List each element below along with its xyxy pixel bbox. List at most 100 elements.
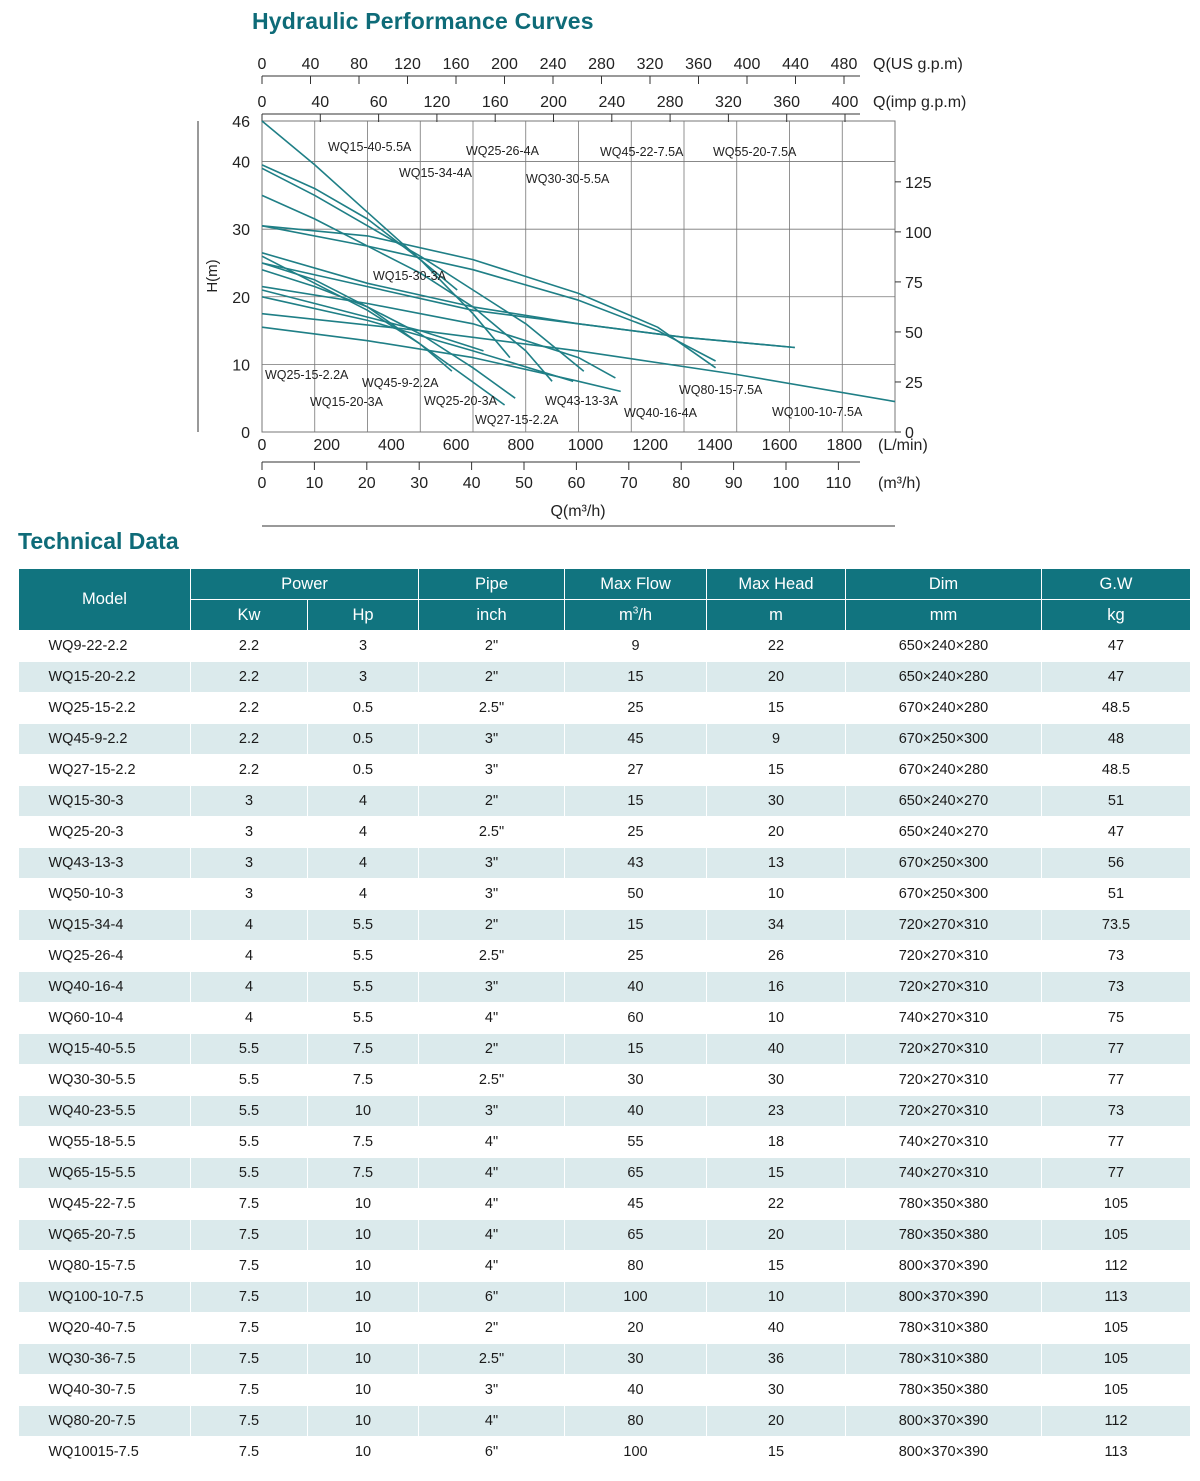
table-cell: 650×240×280: [845, 661, 1042, 693]
table-cell: 65: [564, 1157, 707, 1189]
table-cell: 15: [564, 785, 707, 817]
table-cell: 23: [706, 1095, 846, 1127]
table-cell: 3": [418, 878, 565, 910]
table-cell: 670×240×280: [845, 754, 1042, 786]
table-row: WQ25-26-4 4 5.5 2.5" 25 26 720×270×310 73: [18, 940, 1191, 972]
table-row: WQ15-34-4 4 5.5 2" 15 34 720×270×310 73.5: [18, 909, 1191, 941]
table-cell: 15: [706, 1436, 846, 1468]
table-cell: 3: [190, 878, 308, 910]
model-cell: WQ9-22-2.2: [18, 630, 191, 662]
top-tick-label: 360: [773, 94, 800, 111]
curve-label: WQ40-16-4A: [624, 406, 698, 420]
table-cell: 80: [564, 1405, 707, 1437]
top-tick-label: 320: [715, 94, 742, 111]
series-curve: [261, 225, 716, 362]
model-cell: WQ40-16-4: [18, 971, 191, 1003]
top-tick-label: Q(imp g.p.m): [873, 94, 966, 111]
table-cell: 48.5: [1041, 754, 1191, 786]
table-row: WQ80-20-7.5 7.5 10 4" 80 20 800×370×390 112: [18, 1405, 1191, 1437]
table-cell: 16: [706, 971, 846, 1003]
table-cell: 4": [418, 1188, 565, 1220]
lmin-tick-label: 200: [313, 437, 340, 454]
table-row: WQ9-22-2.2 2.2 3 2" 9 22 650×240×280 47: [18, 630, 1191, 662]
model-cell: WQ60-10-4: [18, 1002, 191, 1034]
table-cell: 720×270×310: [845, 971, 1042, 1003]
top-tick-label: 0: [258, 56, 267, 73]
table-cell: 3: [190, 785, 308, 817]
table-cell: 7.5: [307, 1064, 419, 1096]
table-cell: 7.5: [190, 1436, 308, 1468]
table-cell: 7.5: [307, 1157, 419, 1189]
table-cell: 5.5: [307, 909, 419, 941]
right-tick-label: 0: [905, 425, 914, 442]
series-curve: [261, 268, 516, 399]
table-cell: 740×270×310: [845, 1002, 1042, 1034]
table-cell: 0.5: [307, 723, 419, 755]
table-cell: 5.5: [190, 1033, 308, 1065]
lmin-tick-label: 1600: [762, 437, 798, 454]
table-cell: 3": [418, 723, 565, 755]
table-cell: 51: [1041, 785, 1191, 817]
table-cell: 22: [706, 1188, 846, 1220]
table-cell: 10: [307, 1343, 419, 1375]
table-cell: 2.2: [190, 630, 308, 662]
top-tick-label: Q(US g.p.m): [873, 56, 963, 73]
table-cell: 4: [190, 971, 308, 1003]
lmin-tick-label: 1200: [632, 437, 668, 454]
curve-label: WQ100-10-7.5A: [772, 405, 863, 419]
lmin-tick-label: 1400: [697, 437, 733, 454]
header-max-head: Max Head: [706, 568, 846, 600]
table-cell: 4: [190, 909, 308, 941]
top-tick-label: 40: [311, 94, 329, 111]
table-row: WQ55-18-5.5 5.5 7.5 4" 55 18 740×270×310 77: [18, 1126, 1191, 1158]
table-cell: 13: [706, 847, 846, 879]
table-cell: 3: [307, 630, 419, 662]
table-cell: 15: [564, 661, 707, 693]
header-gw-unit: kg: [1041, 599, 1191, 631]
table-cell: 800×370×390: [845, 1436, 1042, 1468]
lmin-tick-label: 1000: [568, 437, 604, 454]
right-tick-label: 50: [905, 325, 923, 342]
top-tick-label: 280: [588, 56, 615, 73]
m3h-tick-label: 100: [773, 475, 800, 492]
model-cell: WQ100-10-7.5: [18, 1281, 191, 1313]
m3h-tick-label: 60: [568, 475, 586, 492]
table-cell: 7.5: [190, 1281, 308, 1313]
table-cell: 10: [307, 1281, 419, 1313]
x-axis-label: Q(m³/h): [550, 503, 605, 520]
table-row: WQ20-40-7.5 7.5 10 2" 20 40 780×310×380 105: [18, 1312, 1191, 1344]
table-cell: 740×270×310: [845, 1157, 1042, 1189]
table-cell: 800×370×390: [845, 1405, 1042, 1437]
table-cell: 113: [1041, 1281, 1191, 1313]
table-cell: 2.2: [190, 692, 308, 724]
m3h-tick-label: 20: [358, 475, 376, 492]
m3h-tick-label: 90: [725, 475, 743, 492]
table-cell: 6": [418, 1436, 565, 1468]
table-row: WQ25-20-3 3 4 2.5" 25 20 650×240×270 47: [18, 816, 1191, 848]
header-kw: Kw: [190, 599, 308, 631]
model-cell: WQ15-34-4: [18, 909, 191, 941]
table-cell: 2.2: [190, 723, 308, 755]
curve-label: WQ43-13-3A: [545, 394, 619, 408]
table-cell: 105: [1041, 1312, 1191, 1344]
table-row: WQ30-36-7.5 7.5 10 2.5" 30 36 780×310×380 105: [18, 1343, 1191, 1375]
table-cell: 77: [1041, 1126, 1191, 1158]
table-cell: 4: [190, 1002, 308, 1034]
top-tick-label: 400: [832, 94, 859, 111]
table-cell: 73: [1041, 940, 1191, 972]
table-cell: 73: [1041, 1095, 1191, 1127]
section-title: Technical Data: [18, 528, 179, 554]
model-cell: WQ15-20-2.2: [18, 661, 191, 693]
top-tick-label: 240: [598, 94, 625, 111]
series-curve: [261, 255, 506, 406]
right-tick-label: 125: [905, 175, 932, 192]
table-cell: 47: [1041, 630, 1191, 662]
curve-label: WQ15-30-3A: [373, 269, 447, 283]
table-cell: 10: [307, 1405, 419, 1437]
table-cell: 73.5: [1041, 909, 1191, 941]
table-cell: 780×350×380: [845, 1219, 1042, 1251]
table-row: WQ60-10-4 4 5.5 4" 60 10 740×270×310 75: [18, 1002, 1191, 1034]
table-cell: 40: [706, 1312, 846, 1344]
table-cell: 670×250×300: [845, 878, 1042, 910]
table-cell: 10: [307, 1312, 419, 1344]
